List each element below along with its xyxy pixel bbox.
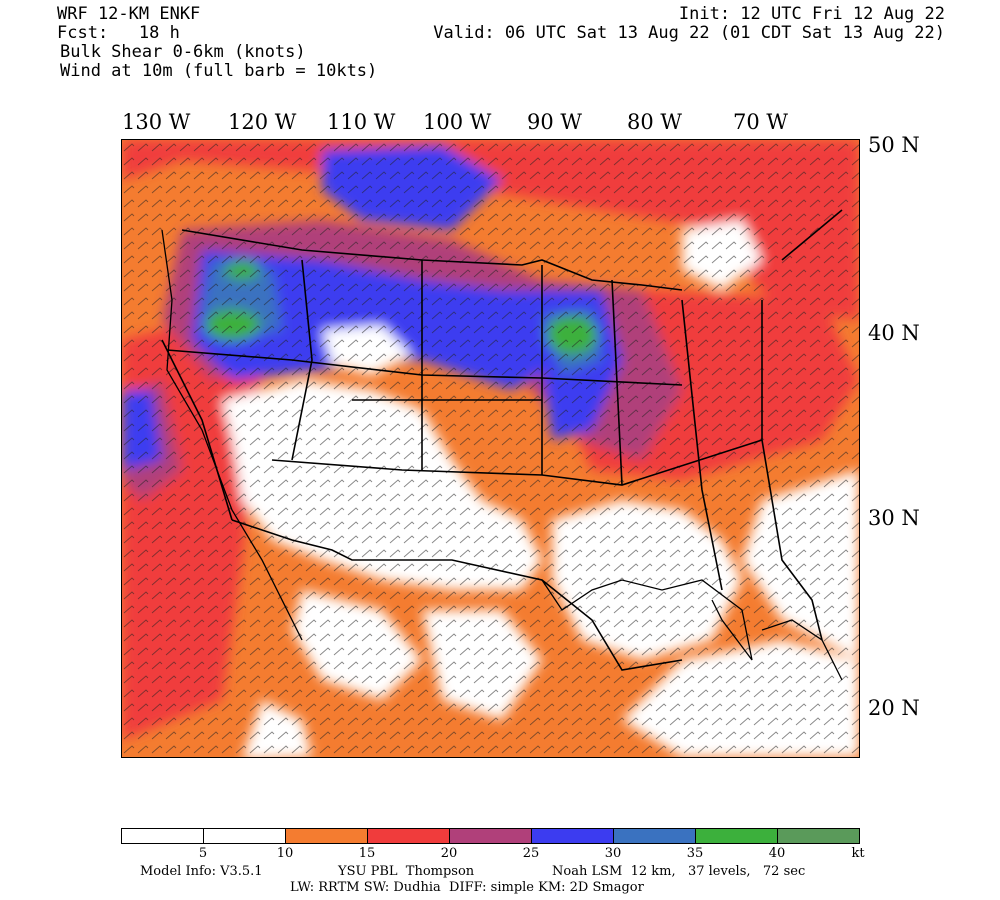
political-boundaries	[161, 209, 843, 671]
lon-label-130w: 130 W	[122, 110, 191, 134]
init-time: Init: 12 UTC Fri 12 Aug 22	[678, 4, 945, 24]
colorbar-tick-5: 5	[198, 846, 208, 861]
colorbar-unit: kt	[851, 846, 865, 861]
colorbar-segment-3	[368, 829, 450, 843]
wind-barbs	[122, 140, 859, 757]
shear-map	[121, 139, 860, 758]
lat-label-50n: 50 N	[868, 133, 920, 157]
physics-info: YSU PBL Thompson	[338, 864, 475, 879]
field-label-shear: Bulk Shear 0-6km (knots)	[60, 42, 306, 62]
lon-label-100w: 100 W	[423, 110, 492, 134]
field-label-wind: Wind at 10m (full barb = 10kts)	[60, 61, 378, 81]
model-info: Model Info: V3.5.1	[140, 864, 263, 879]
colorbar-segment-1	[204, 829, 286, 843]
coastline	[161, 229, 843, 681]
colorbar-tick-10: 10	[276, 846, 294, 861]
valid-time: Valid: 06 UTC Sat 13 Aug 22 (01 CDT Sat …	[433, 23, 945, 43]
colorbar	[121, 828, 860, 844]
colorbar-tick-35: 35	[686, 846, 704, 861]
colorbar-segment-8	[778, 829, 859, 843]
forecast-hour: Fcst: 18 h	[57, 23, 180, 43]
colorbar-segment-5	[532, 829, 614, 843]
lon-label-120w: 120 W	[228, 110, 297, 134]
colorbar-segment-4	[450, 829, 532, 843]
colorbar-tick-25: 25	[522, 846, 540, 861]
radiation-info: LW: RRTM SW: Dudhia DIFF: simple KM: 2D …	[290, 880, 644, 895]
lon-label-80w: 80 W	[627, 110, 682, 134]
colorbar-segment-2	[286, 829, 368, 843]
colorbar-segment-7	[696, 829, 778, 843]
colorbar-segment-0	[122, 829, 204, 843]
lon-label-110w: 110 W	[327, 110, 396, 134]
lon-label-70w: 70 W	[733, 110, 788, 134]
model-title: WRF 12-KM ENKF	[57, 4, 201, 24]
colorbar-tick-15: 15	[358, 846, 376, 861]
colorbar-tick-20: 20	[440, 846, 458, 861]
colorbar-segment-6	[614, 829, 696, 843]
colorbar-tick-30: 30	[604, 846, 622, 861]
lat-label-40n: 40 N	[868, 321, 920, 345]
grid-info: Noah LSM 12 km, 37 levels, 72 sec	[552, 864, 806, 879]
colorbar-tick-40: 40	[768, 846, 786, 861]
lat-label-30n: 30 N	[868, 506, 920, 530]
lon-label-90w: 90 W	[527, 110, 582, 134]
lat-label-20n: 20 N	[868, 696, 920, 720]
